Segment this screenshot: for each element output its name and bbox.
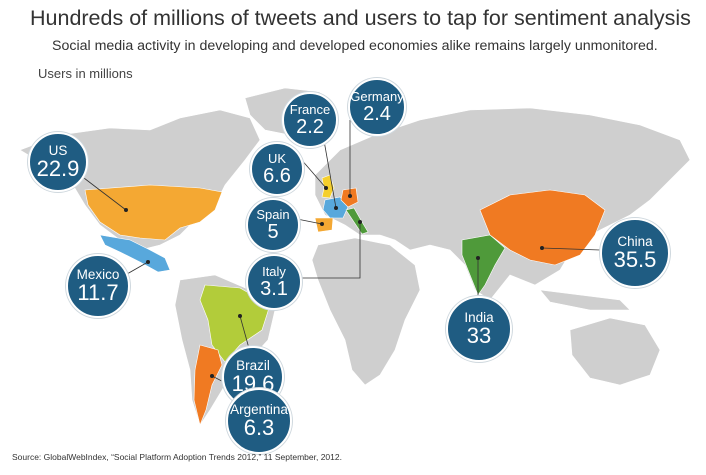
country-value: 6.3 bbox=[243, 415, 275, 441]
country-name: Brazil bbox=[236, 357, 270, 373]
dot-italy bbox=[358, 220, 362, 224]
country-name: Italy bbox=[262, 264, 286, 279]
bubble-france: France 2.2 bbox=[282, 92, 338, 148]
country-spain bbox=[314, 217, 334, 233]
highlighted-countries bbox=[84, 174, 606, 426]
country-value: 35.5 bbox=[613, 247, 657, 273]
country-value: 6.6 bbox=[263, 165, 291, 187]
country-value: 22.9 bbox=[36, 156, 80, 182]
leader-china bbox=[541, 247, 601, 251]
bubble-us: US 22.9 bbox=[28, 132, 88, 192]
country-name: Mexico bbox=[76, 266, 120, 282]
page-title: Hundreds of millions of tweets and users… bbox=[30, 6, 691, 30]
country-value: 2.2 bbox=[296, 116, 324, 138]
country-value: 5 bbox=[267, 221, 279, 243]
bubble-germany: Germany 2.4 bbox=[348, 78, 406, 136]
dot-spain bbox=[320, 222, 324, 226]
bubble-italy: Italy 3.1 bbox=[246, 254, 302, 310]
dot-mexico bbox=[146, 260, 150, 264]
dot-france bbox=[334, 206, 338, 210]
country-name: Germany bbox=[350, 89, 404, 104]
country-name: UK bbox=[267, 151, 287, 166]
leader-italy bbox=[298, 222, 361, 279]
bubble-uk: UK 6.6 bbox=[250, 142, 304, 196]
dot-us bbox=[124, 208, 128, 212]
country-value: 33 bbox=[466, 323, 492, 349]
country-italy bbox=[345, 207, 369, 235]
dot-uk bbox=[324, 186, 328, 190]
country-name: Argentina bbox=[230, 401, 288, 417]
dot-germany bbox=[348, 194, 352, 198]
bubble-argentina: Argentina 6.3 bbox=[226, 388, 292, 454]
land-australia bbox=[569, 317, 661, 386]
bubble-mexico: Mexico 11.7 bbox=[66, 254, 130, 318]
leader-uk bbox=[299, 157, 327, 189]
dot-brazil bbox=[238, 314, 242, 318]
country-value: 11.7 bbox=[77, 280, 119, 306]
country-value: 2.4 bbox=[363, 103, 391, 125]
units-label: Users in millions bbox=[38, 66, 133, 81]
country-india bbox=[461, 234, 506, 296]
dot-argentina bbox=[210, 374, 214, 378]
country-name: Spain bbox=[256, 207, 290, 222]
country-name: France bbox=[289, 102, 331, 117]
leader-us bbox=[79, 174, 127, 211]
country-value: 3.1 bbox=[260, 278, 288, 300]
country-mexico bbox=[99, 234, 171, 273]
bubble-china: China 35.5 bbox=[600, 218, 670, 288]
dot-china bbox=[540, 246, 544, 250]
source-note: Source: GlobalWebIndex, “Social Platform… bbox=[12, 452, 342, 462]
land-indonesia bbox=[539, 289, 631, 311]
country-china bbox=[479, 189, 606, 266]
land-masses bbox=[19, 87, 691, 426]
location-dots bbox=[124, 186, 544, 378]
country-us bbox=[84, 184, 223, 241]
subtitle: Social media activity in developing and … bbox=[52, 38, 658, 54]
bubble-spain: Spain 5 bbox=[246, 198, 300, 252]
country-name: US bbox=[48, 142, 68, 158]
bubble-india: India 33 bbox=[446, 296, 512, 362]
country-name: India bbox=[464, 309, 494, 325]
country-argentina bbox=[193, 344, 223, 426]
country-name: China bbox=[617, 233, 653, 249]
dot-india bbox=[476, 256, 480, 260]
land-africa bbox=[311, 237, 421, 386]
